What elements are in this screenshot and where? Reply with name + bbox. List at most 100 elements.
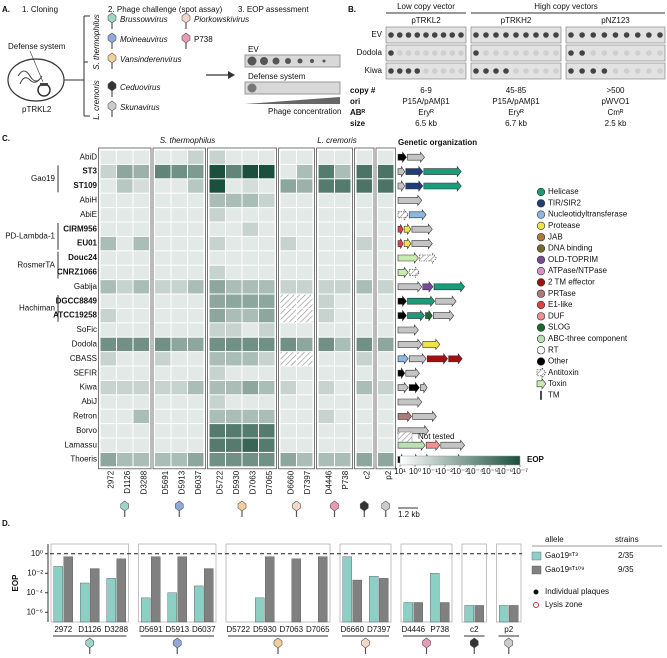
colorbar-title: EOP (527, 455, 545, 464)
legend-swatch (536, 233, 546, 242)
heat-cell (117, 424, 133, 438)
legend-swatch (536, 221, 546, 230)
gene-arrow (411, 223, 433, 236)
bar (413, 602, 423, 623)
legend-label: Gao19ˢᵀ³ (545, 551, 578, 560)
spot (634, 68, 641, 74)
heat-cell (209, 280, 225, 294)
x-tick-label: D5913 (165, 625, 189, 634)
heat-cell (117, 337, 133, 352)
heat-cell (209, 222, 225, 236)
heat-cell (171, 150, 187, 164)
heat-cell (133, 193, 149, 208)
row-label: AbiH (80, 196, 98, 205)
x-tick-label: D6037 (192, 625, 216, 634)
heat-cell (226, 222, 242, 236)
property-value: pWVO1 (601, 97, 630, 106)
heat-cell (259, 164, 275, 179)
legend-swatch (536, 377, 547, 390)
phage-icon (469, 637, 479, 649)
heat-cell (378, 294, 394, 308)
phage-icon (422, 637, 431, 649)
heat-cell (378, 193, 394, 208)
property-value: Eryᴿ (418, 108, 434, 117)
heat-cell (209, 452, 225, 467)
column-label: D6660 (286, 470, 295, 494)
legend-swatch (536, 244, 546, 253)
heat-cell (226, 251, 242, 265)
heat-cell (117, 308, 133, 323)
heat-cell (242, 308, 258, 323)
heat-cell (117, 236, 133, 251)
heat-cell (242, 395, 258, 409)
heat-cell (171, 193, 187, 208)
column-label: P738 (341, 470, 350, 489)
heat-cell (378, 337, 394, 352)
heat-cell (100, 208, 116, 222)
property-value: 45-85 (506, 86, 527, 95)
spot (503, 50, 509, 56)
heat-cell (356, 308, 372, 323)
heat-cell (133, 265, 149, 280)
property-value: >500 (606, 86, 625, 95)
legend-swatch (536, 357, 546, 366)
heat-cell (171, 280, 187, 294)
heat-cell (133, 164, 149, 179)
bar (167, 592, 177, 623)
legend-swatch (531, 551, 542, 561)
spot (493, 50, 499, 56)
heat-cell (335, 424, 351, 438)
heat-cell (209, 164, 225, 179)
heat-cell (335, 323, 351, 337)
spot (458, 32, 464, 38)
gene-arrow (397, 208, 409, 221)
heat-cell (280, 222, 296, 236)
spot (423, 32, 429, 38)
column-label: D4446 (324, 470, 333, 494)
spot (388, 68, 394, 74)
x-tick-label: D1126 (78, 625, 102, 634)
column-label: D7063 (248, 470, 257, 494)
gene-arrow (420, 381, 428, 394)
heat-cell (100, 193, 116, 208)
family-label: PD-Lambda-1 (5, 232, 55, 241)
legend-label: Not tested (418, 432, 454, 441)
heat-cell (242, 179, 258, 193)
heat-cell (209, 409, 225, 424)
column-label: 2972 (106, 470, 115, 488)
spot (579, 50, 585, 56)
spot (579, 68, 585, 74)
heat-cell (242, 323, 258, 337)
heat-cell (171, 395, 187, 409)
bar (464, 605, 474, 623)
property-value: P15A/pAMβ1 (492, 97, 540, 106)
group-box (98, 147, 152, 470)
heat-cell (209, 294, 225, 308)
row-label: Borvo (76, 426, 97, 435)
spot (543, 32, 549, 38)
heat-cell (297, 352, 313, 366)
phage-icon (292, 500, 301, 512)
vector-name: pTRKL2 (411, 16, 441, 25)
gene-arrow (397, 396, 423, 408)
heat-cell (155, 150, 171, 164)
heat-cell (297, 208, 313, 222)
property-value: Eryᴿ (508, 108, 524, 117)
label: Defense system (8, 42, 66, 51)
property-value: Cmᴿ (607, 108, 623, 117)
bar (342, 556, 352, 623)
heat-cell (117, 150, 133, 164)
heat-cell (117, 438, 133, 452)
heat-cell (133, 452, 149, 467)
heat-cell (297, 280, 313, 294)
group-box (375, 147, 396, 470)
heat-cell (226, 265, 242, 280)
label: pTRKL2 (22, 105, 52, 114)
heat-cell (297, 236, 313, 251)
heat-cell (188, 352, 204, 366)
spot (553, 50, 559, 56)
heat-cell (209, 208, 225, 222)
column-label: D5930 (232, 470, 241, 494)
legend-swatch (536, 312, 546, 321)
heat-cell (133, 424, 149, 438)
